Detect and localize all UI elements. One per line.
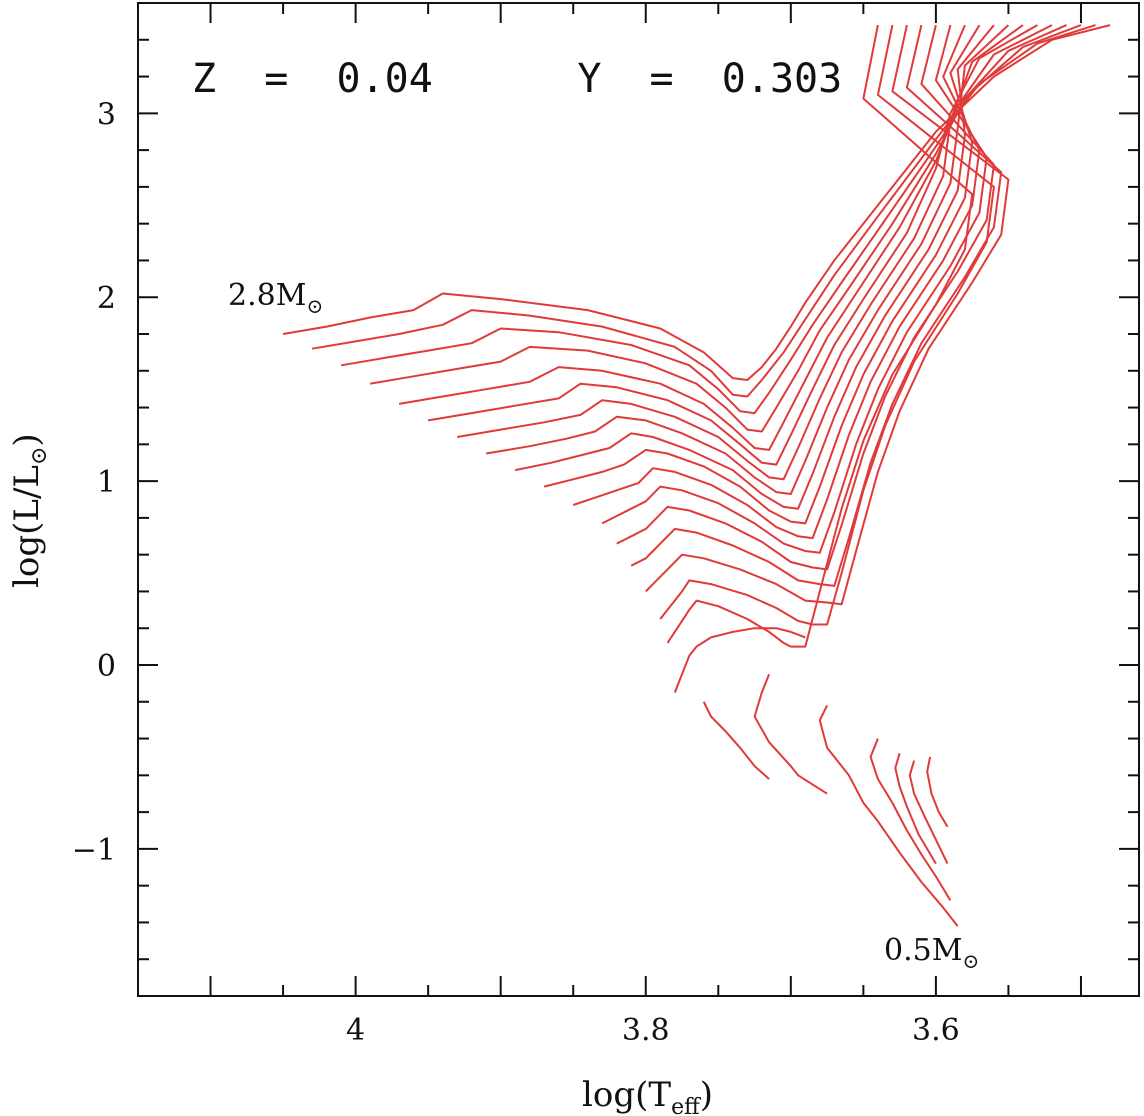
x-axis-label-close: ) <box>700 1075 713 1115</box>
y-tick-label: 1 <box>97 465 116 500</box>
top-mass-sun-symbol: ⊙ <box>306 294 323 318</box>
track-line-1_6msun <box>515 24 995 510</box>
track-line-1_8msun <box>457 24 1024 481</box>
bottom-mass-label: 0.5M⊙ <box>884 933 979 973</box>
track-line-0_5msun <box>926 756 949 828</box>
x-tick-label: 3.6 <box>912 1013 960 1048</box>
svg-text:2.8M⊙: 2.8M⊙ <box>228 278 323 318</box>
track-line-2msun <box>398 24 1053 451</box>
y-axis-label-sub: ⊙ <box>27 447 52 465</box>
y-tick-label: 2 <box>97 281 116 316</box>
track-line-0_55msun <box>908 760 949 865</box>
y-tick-label: 3 <box>97 97 116 132</box>
bottom-mass-sun-symbol: ⊙ <box>962 949 979 973</box>
x-tick-label: 4 <box>346 1013 365 1048</box>
tracks-group <box>282 24 1111 927</box>
y-axis-label-close: ) <box>7 433 47 446</box>
track-line-0_95msun <box>659 24 995 626</box>
track-line-1_7msun <box>486 24 1010 495</box>
top-mass-label: 2.8M⊙ <box>228 278 323 318</box>
track-line-1_2msun <box>616 24 995 571</box>
track-line-0_6msun <box>894 753 937 865</box>
track-line-0_9msun <box>666 24 974 648</box>
track-line-2_6msun <box>311 24 1096 398</box>
track-line-0_85msun <box>673 627 806 693</box>
y-axis-label: log(L/L⊙) <box>7 433 52 588</box>
track-line-1_1msun <box>630 24 1003 587</box>
ticks-group <box>137 2 1139 997</box>
x-axis-label: log(Teff) <box>582 1075 713 1116</box>
y-axis-label-main: log(L/L <box>7 465 47 588</box>
plot-frame <box>137 2 1140 997</box>
track-line-2_4msun <box>340 24 1082 415</box>
svg-text:0.5M⊙: 0.5M⊙ <box>884 933 979 973</box>
y-tick-label: 0 <box>97 649 116 684</box>
track-line-2_2msun <box>369 24 1067 433</box>
x-axis-label-sub: eff <box>671 1095 701 1116</box>
track-line-1_9msun <box>427 24 1038 466</box>
track-line-1_5msun <box>543 24 981 525</box>
bottom-mass-value: 0.5M <box>884 933 962 968</box>
x-tick-label: 3.8 <box>622 1013 670 1048</box>
track-line-0_8msun <box>702 701 770 780</box>
composition-label: Z = 0.04 Y = 0.303 <box>192 56 842 102</box>
track-line-0_75msun <box>753 673 828 795</box>
y-tick-label: −1 <box>72 833 116 868</box>
tick-labels-group: 4 3.8 3.6 −1 0 1 2 3 <box>72 97 960 1048</box>
track-line-2_8msun <box>282 24 1111 381</box>
track-line-1_3msun <box>601 24 988 554</box>
track-line-1msun <box>645 24 1010 606</box>
x-axis-label-main: log(T <box>582 1075 671 1115</box>
track-line-0_7msun <box>818 705 959 927</box>
track-line-1_4msun <box>572 24 981 540</box>
top-mass-value: 2.8M <box>228 278 306 313</box>
track-line-0_65msun <box>869 738 952 901</box>
